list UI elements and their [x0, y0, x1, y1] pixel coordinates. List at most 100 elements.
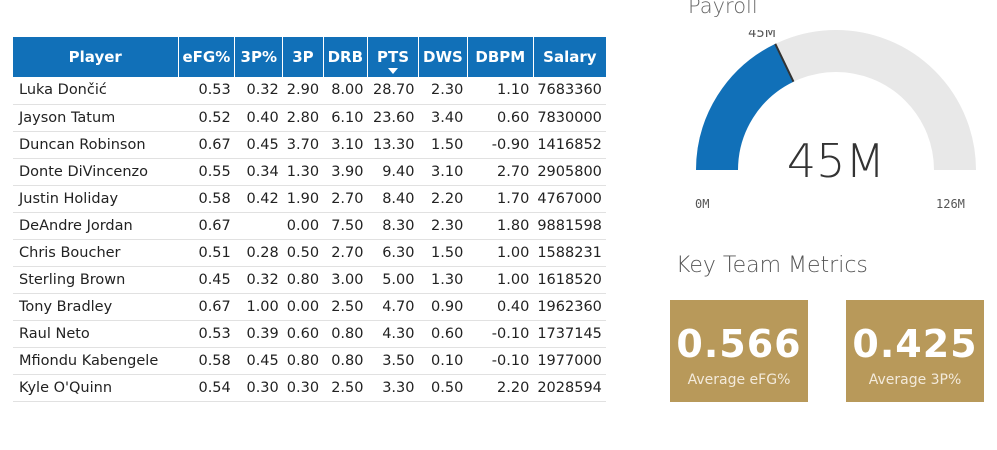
stat-cell: 2028594: [533, 374, 606, 402]
stat-cell: [234, 212, 283, 240]
stat-cell: 2.90: [282, 77, 324, 105]
table-row[interactable]: Justin Holiday 0.58 0.42 1.90 2.70 8.40 2.20 1.…: [13, 185, 606, 213]
payroll-gauge: 45M 45M: [696, 30, 976, 188]
stat-cell: 0.28: [234, 239, 283, 267]
stat-cell: -0.90: [467, 131, 534, 159]
stat-cell: 1.90: [282, 185, 324, 213]
gauge-fill: [696, 43, 795, 171]
table-row[interactable]: Raul Neto 0.53 0.39 0.60 0.80 4.30 0.60 -0.10 17…: [13, 320, 606, 348]
stat-cell: 0.40: [234, 104, 283, 132]
stat-cell: 2.70: [323, 185, 368, 213]
column-header-pts[interactable]: PTS: [367, 37, 419, 77]
column-header-label: 3P%: [240, 48, 277, 66]
table-row[interactable]: Mfiondu Kabengele 0.58 0.45 0.80 0.80 3.50 0.1…: [13, 347, 606, 375]
stat-cell: 3.50: [367, 347, 419, 375]
stat-cell: 7.50: [323, 212, 368, 240]
table-row[interactable]: Sterling Brown 0.45 0.32 0.80 3.00 5.00 1.30 1.…: [13, 266, 606, 294]
column-header-3p-pct[interactable]: 3P%: [234, 37, 284, 77]
stat-cell: 3.40: [418, 104, 468, 132]
stat-cell: 1.50: [418, 131, 468, 159]
stat-cell: 1588231: [533, 239, 606, 267]
column-header-dbpm[interactable]: DBPM: [467, 37, 534, 77]
average-3p-card: 0.425 Average 3P%: [846, 300, 984, 402]
column-header-label: PTS: [376, 48, 410, 66]
stat-cell: 2.30: [418, 212, 468, 240]
column-header-3p[interactable]: 3P: [282, 37, 324, 77]
stat-cell: 1416852: [533, 131, 606, 159]
stat-cell: 2.20: [467, 374, 534, 402]
stat-cell: 0.32: [234, 77, 283, 105]
stat-cell: 0.58: [178, 185, 235, 213]
stat-cell: 1737145: [533, 320, 606, 348]
stat-cell: 6.10: [323, 104, 368, 132]
stat-cell: 0.52: [178, 104, 235, 132]
stat-cell: 1977000: [533, 347, 606, 375]
gauge-min-label: 0M: [695, 197, 710, 211]
stat-cell: 23.60: [367, 104, 419, 132]
player-name-cell: DeAndre Jordan: [13, 212, 178, 240]
stat-cell: 2.80: [282, 104, 324, 132]
stat-cell: 7683360: [533, 77, 606, 105]
column-header-label: DRB: [327, 48, 363, 66]
stat-cell: 0.58: [178, 347, 235, 375]
stat-cell: 3.10: [323, 131, 368, 159]
stat-cell: 0.50: [418, 374, 468, 402]
stat-cell: 2.70: [467, 158, 534, 186]
table-row[interactable]: Chris Boucher 0.51 0.28 0.50 2.70 6.30 1.50 1.0…: [13, 239, 606, 267]
player-name-cell: Mfiondu Kabengele: [13, 347, 178, 375]
table-header-row: Player eFG% 3P% 3P DRB PTS DWS DBPM Sala…: [13, 37, 606, 77]
table-row[interactable]: Donte DiVincenzo 0.55 0.34 1.30 3.90 9.40 3.10…: [13, 158, 606, 186]
table-row[interactable]: DeAndre Jordan 0.67 0.00 7.50 8.30 2.30 1.80 98…: [13, 212, 606, 240]
card-label: Average 3P%: [868, 372, 962, 388]
column-header-salary[interactable]: Salary: [533, 37, 606, 77]
column-header-label: Player: [68, 48, 122, 66]
stat-cell: 1.70: [467, 185, 534, 213]
player-name-cell: Jayson Tatum: [13, 104, 178, 132]
table-row[interactable]: Jayson Tatum 0.52 0.40 2.80 6.10 23.60 3.40 0.6…: [13, 104, 606, 132]
stat-cell: 3.00: [323, 266, 368, 294]
stat-cell: 1.30: [418, 266, 468, 294]
column-header-label: Salary: [543, 48, 597, 66]
player-name-cell: Duncan Robinson: [13, 131, 178, 159]
stat-cell: 0.60: [282, 320, 324, 348]
stat-cell: 3.10: [418, 158, 468, 186]
table-row[interactable]: Duncan Robinson 0.67 0.45 3.70 3.10 13.30 1.50…: [13, 131, 606, 159]
player-name-cell: Luka Dončić: [13, 77, 178, 105]
table-row[interactable]: Tony Bradley 0.67 1.00 0.00 2.50 4.70 0.90 0.40…: [13, 293, 606, 321]
stat-cell: 0.32: [234, 266, 283, 294]
gauge-marker-label: 45M: [748, 30, 776, 41]
average-efg-card: 0.566 Average eFG%: [670, 300, 808, 402]
stat-cell: 8.00: [323, 77, 368, 105]
stat-cell: 1618520: [533, 266, 606, 294]
card-value: 0.425: [852, 322, 978, 366]
player-name-cell: Chris Boucher: [13, 239, 178, 267]
stat-cell: 0.53: [178, 320, 235, 348]
stat-cell: 0.54: [178, 374, 235, 402]
column-header-player[interactable]: Player: [13, 37, 179, 77]
stat-cell: 2905800: [533, 158, 606, 186]
table-row[interactable]: Luka Dončić 0.53 0.32 2.90 8.00 28.70 2.30 1.10…: [13, 77, 606, 105]
stat-cell: 1962360: [533, 293, 606, 321]
column-header-efg[interactable]: eFG%: [178, 37, 236, 77]
stat-cell: 1.50: [418, 239, 468, 267]
stat-cell: 8.40: [367, 185, 419, 213]
column-header-drb[interactable]: DRB: [323, 37, 369, 77]
stat-cell: 2.30: [418, 77, 468, 105]
stat-cell: 1.00: [467, 266, 534, 294]
card-value: 0.566: [676, 322, 802, 366]
table-body: Luka Dončić 0.53 0.32 2.90 8.00 28.70 2.30 1.10…: [13, 77, 606, 402]
column-header-label: eFG%: [182, 48, 231, 66]
stat-cell: 0.45: [234, 347, 283, 375]
table-row[interactable]: Kyle O'Quinn 0.54 0.30 0.30 2.50 3.30 0.50 2.20…: [13, 374, 606, 402]
player-name-cell: Sterling Brown: [13, 266, 178, 294]
column-header-label: 3P: [292, 48, 314, 66]
stat-cell: 6.30: [367, 239, 419, 267]
column-header-dws[interactable]: DWS: [418, 37, 468, 77]
stat-cell: -0.10: [467, 347, 534, 375]
stat-cell: 0.80: [323, 347, 368, 375]
stat-cell: 0.80: [323, 320, 368, 348]
stat-cell: 2.50: [323, 374, 368, 402]
stat-cell: 0.90: [418, 293, 468, 321]
stat-cell: 3.90: [323, 158, 368, 186]
stat-cell: 0.80: [282, 266, 324, 294]
